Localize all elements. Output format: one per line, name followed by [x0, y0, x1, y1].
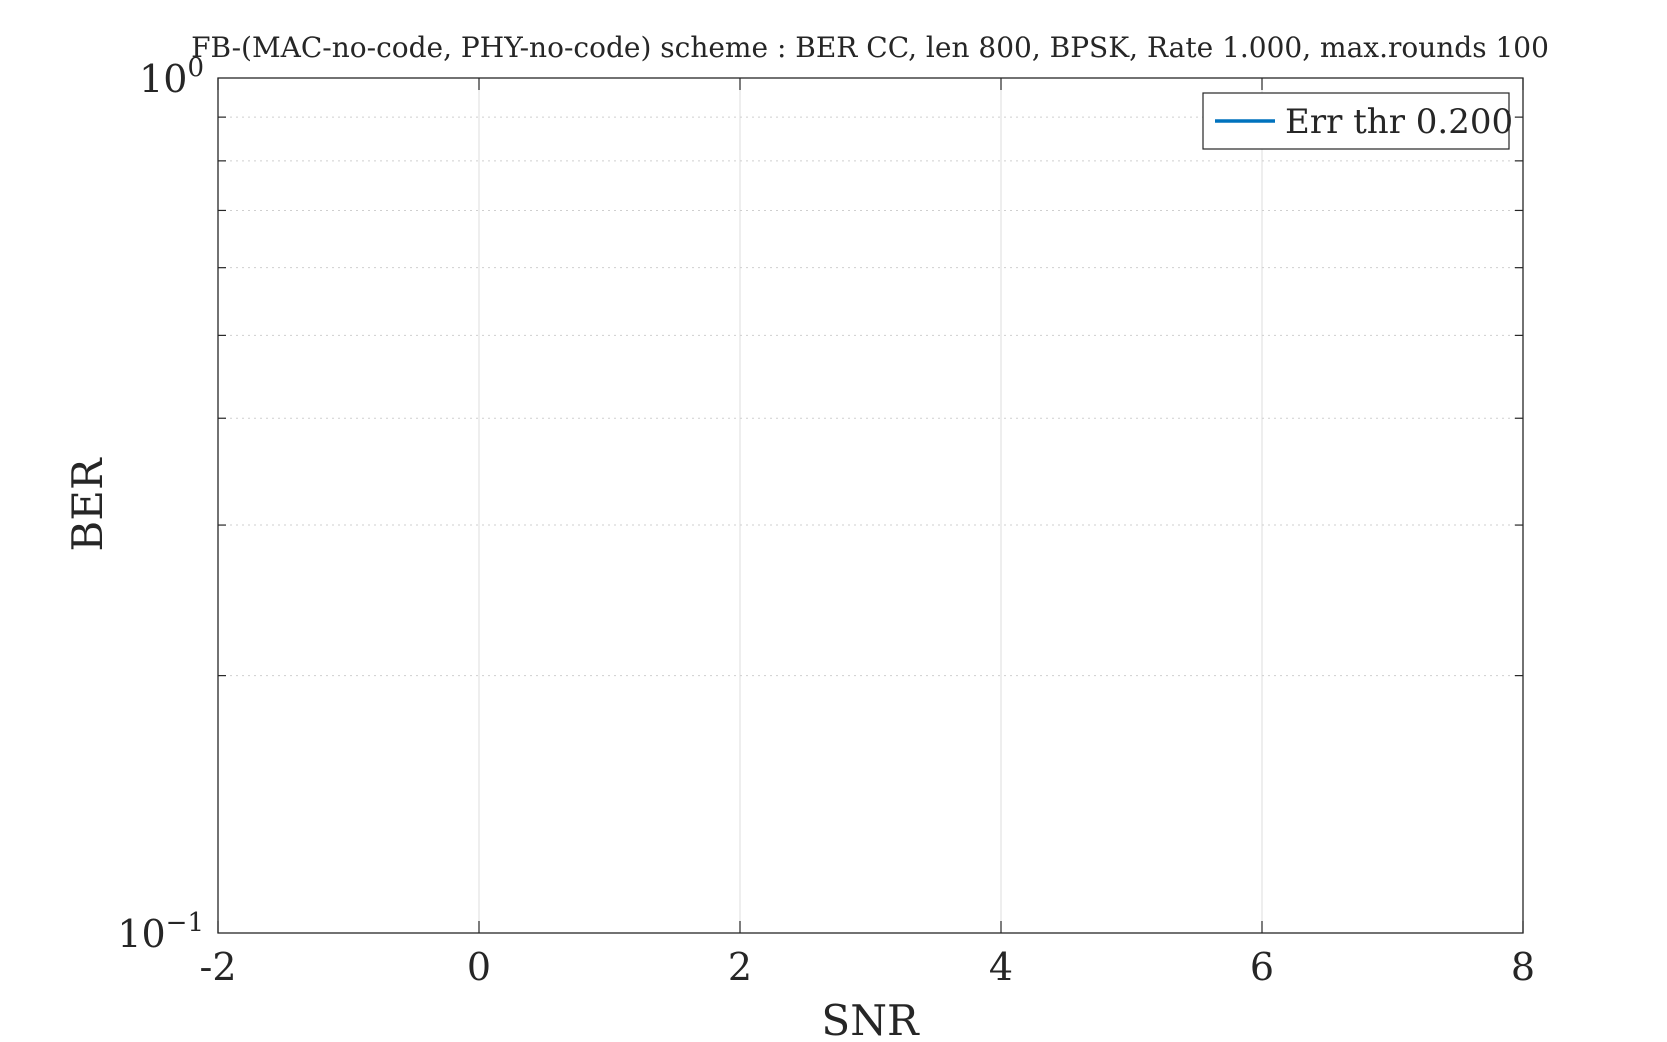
plot-area-frame [217, 77, 1524, 934]
x-tick-label: 2 [728, 945, 752, 989]
chart-title: FB-(MAC-no-code, PHY-no-code) scheme : B… [191, 31, 1549, 64]
x-tick-label: 0 [467, 945, 491, 989]
x-tick-label: 8 [1511, 945, 1535, 989]
x-axis-label: SNR [821, 996, 920, 1042]
plot-area-background [218, 78, 1523, 933]
x-grid-lines [478, 78, 1263, 933]
y-axis-label: BER [63, 457, 112, 552]
x-tick-label: 6 [1250, 945, 1274, 989]
x-tick-label: 4 [989, 945, 1013, 989]
legend: Err thr 0.200 [1202, 92, 1513, 150]
y-tick-labels: 100 10−1 [117, 53, 204, 956]
y-tick-label: 100 [139, 53, 204, 101]
x-tick-label: -2 [199, 945, 236, 989]
y-tick-label: 10−1 [117, 908, 204, 956]
legend-label: Err thr 0.200 [1285, 102, 1513, 142]
x-tick-labels: -2 0 2 4 6 8 [199, 945, 1535, 989]
